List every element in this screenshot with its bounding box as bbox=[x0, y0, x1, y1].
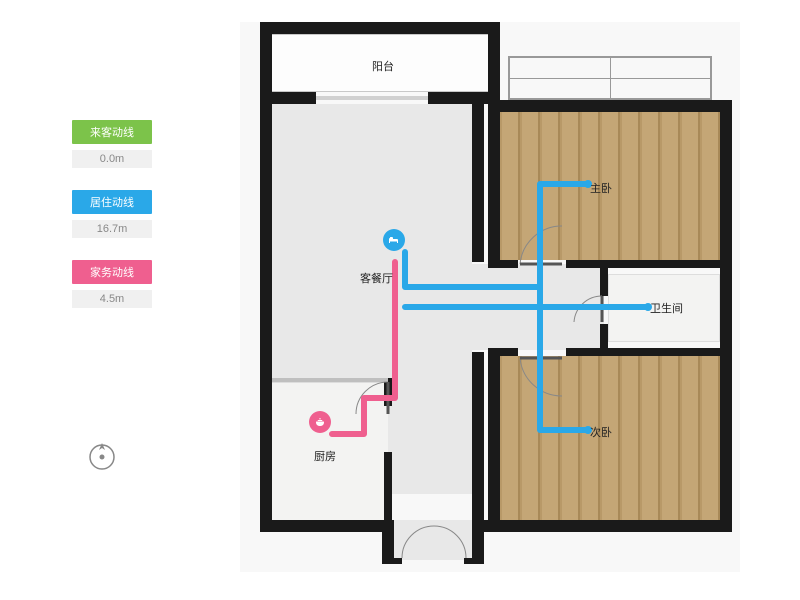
label-second: 次卧 bbox=[590, 424, 612, 440]
label-balcony: 阳台 bbox=[372, 58, 394, 74]
pot-node-icon bbox=[309, 411, 331, 433]
legend-guest-label: 来客动线 bbox=[72, 120, 152, 144]
legend-guest-value: 0.0m bbox=[72, 150, 152, 168]
label-bath: 卫生间 bbox=[650, 300, 683, 316]
compass-icon bbox=[85, 440, 119, 479]
legend-guest: 来客动线 0.0m bbox=[72, 120, 152, 168]
legend-living: 居住动线 16.7m bbox=[72, 190, 152, 238]
legend-chore-label: 家务动线 bbox=[72, 260, 152, 284]
legend-chore-value: 4.5m bbox=[72, 290, 152, 308]
legend-living-value: 16.7m bbox=[72, 220, 152, 238]
label-living: 客餐厅 bbox=[360, 270, 393, 286]
legend-chore: 家务动线 4.5m bbox=[72, 260, 152, 308]
chore-route bbox=[332, 262, 395, 434]
bed-node-icon bbox=[383, 229, 405, 251]
living-route bbox=[405, 184, 648, 430]
label-kitchen: 厨房 bbox=[314, 448, 336, 464]
floor-plan: 阳台 客餐厅 主卧 卫生间 次卧 厨房 bbox=[240, 22, 740, 572]
label-master: 主卧 bbox=[590, 180, 612, 196]
legend: 来客动线 0.0m 居住动线 16.7m 家务动线 4.5m bbox=[72, 120, 152, 330]
legend-living-label: 居住动线 bbox=[72, 190, 152, 214]
routes-overlay bbox=[240, 22, 740, 572]
